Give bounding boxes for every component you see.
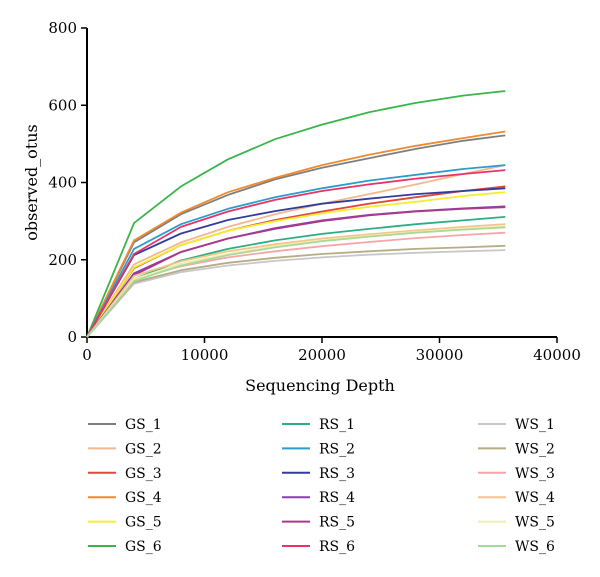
legend-item-rs-2: RS_2 [282, 441, 355, 457]
legend-item-gs-1: GS_1 [88, 417, 162, 433]
legend-item-gs-5: GS_5 [88, 515, 162, 531]
legend-label: WS_4 [515, 490, 555, 506]
series-line-gs-1 [86, 134, 506, 338]
legend-item-ws-4: WS_4 [478, 490, 555, 506]
legend-item-ws-3: WS_3 [478, 466, 555, 482]
legend-label: WS_2 [515, 441, 555, 457]
legend-label: RS_4 [319, 490, 355, 506]
legend-label: RS_3 [319, 466, 355, 482]
legend-label: GS_4 [125, 490, 162, 506]
legend-label: GS_5 [125, 515, 162, 531]
legend-label: GS_1 [125, 417, 162, 433]
legend-item-gs-3: GS_3 [88, 466, 162, 482]
y-tick-label: 800 [48, 19, 77, 37]
x-tick-label: 30000 [416, 346, 464, 364]
series-line-ws-2 [86, 244, 506, 338]
series-line-gs-2 [86, 164, 506, 338]
x-tick-label: 0 [82, 346, 92, 364]
series-line-ws-6 [86, 226, 506, 338]
legend-label: GS_2 [125, 441, 162, 457]
legend-label: WS_6 [515, 539, 555, 555]
y-tick-label: 0 [67, 328, 77, 346]
series-line-gs-5 [86, 191, 506, 338]
series-line-ws-1 [86, 249, 506, 338]
axes: 0 200 400 600 800 0 10000 20000 30000 40000 Sequen… [22, 19, 581, 395]
legend-label: WS_3 [515, 466, 555, 482]
legend-item-rs-5: RS_5 [282, 515, 355, 531]
series-line-rs-6 [86, 169, 506, 338]
series-line-gs-6 [86, 90, 506, 338]
legend-item-gs-6: GS_6 [88, 539, 162, 555]
legend-label: WS_5 [515, 515, 555, 531]
legend-item-rs-1: RS_1 [282, 417, 355, 433]
legend-item-gs-4: GS_4 [88, 490, 162, 506]
x-tick-label: 40000 [533, 346, 581, 364]
legend-item-rs-6: RS_6 [282, 539, 355, 555]
series-line-rs-5 [86, 206, 506, 338]
legend-item-ws-6: WS_6 [478, 539, 555, 555]
legend-item-ws-5: WS_5 [478, 515, 555, 531]
legend-label: RS_6 [319, 539, 355, 555]
legend-label: RS_5 [319, 515, 355, 531]
x-axis-title: Sequencing Depth [245, 376, 395, 395]
legend-item-ws-1: WS_1 [478, 417, 555, 433]
y-axis-title: observed_otus [22, 124, 41, 241]
legend-item-ws-2: WS_2 [478, 441, 555, 457]
legend-item-rs-3: RS_3 [282, 466, 355, 482]
legend-label: WS_1 [515, 417, 555, 433]
x-tick-label: 20000 [298, 346, 346, 364]
y-tick-label: 200 [48, 251, 77, 269]
series-line-gs-4 [86, 130, 506, 338]
series-line-rs-1 [86, 216, 506, 338]
legend-item-gs-2: GS_2 [88, 441, 162, 457]
series-lines [86, 90, 506, 338]
y-tick-label: 600 [48, 96, 77, 114]
series-line-ws-5 [86, 225, 506, 338]
y-tick-label: 400 [48, 174, 77, 192]
series-line-ws-4 [86, 223, 506, 338]
legend-item-rs-4: RS_4 [282, 490, 355, 506]
legend-label: GS_6 [125, 539, 162, 555]
series-line-rs-2 [86, 164, 506, 338]
legend-label: RS_1 [319, 417, 355, 433]
legend-label: RS_2 [319, 441, 355, 457]
x-tick-label: 10000 [181, 346, 229, 364]
legend-label: GS_3 [125, 466, 162, 482]
legend: GS_1 GS_2 GS_3 GS_4 GS_5 GS_6 RS_1 RS_2 RS_3 RS_4… [88, 417, 555, 555]
series-line-rs-3 [86, 187, 506, 338]
